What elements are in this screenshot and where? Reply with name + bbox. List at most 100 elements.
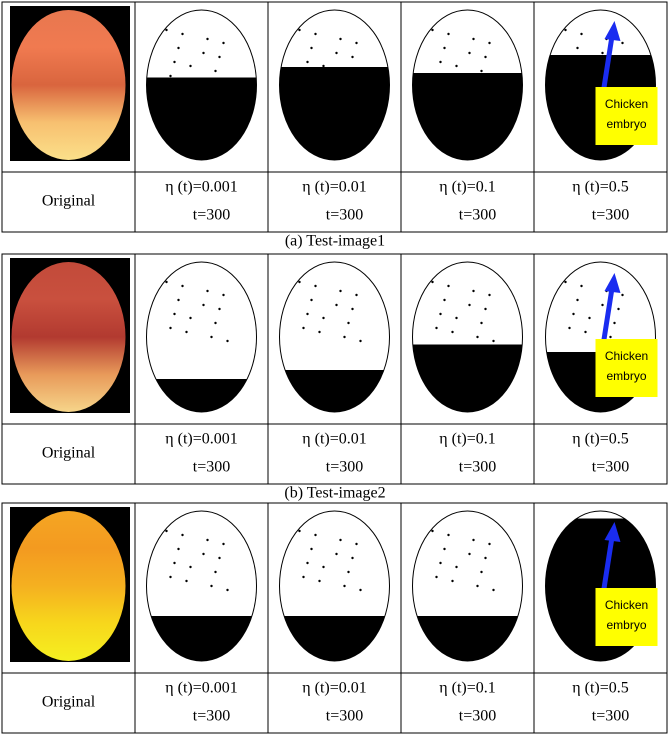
speckle	[617, 55, 620, 59]
speckle	[218, 556, 221, 560]
eta-label: η (t)=0.001	[165, 179, 238, 196]
t-label: t=300	[592, 708, 629, 725]
speckle	[351, 307, 354, 311]
speckle	[443, 547, 446, 551]
speckle	[181, 284, 184, 288]
segmented-image	[146, 511, 257, 661]
black-region	[412, 73, 523, 160]
speckle	[431, 529, 434, 533]
speckle	[202, 303, 205, 307]
speckle	[613, 321, 616, 325]
speckle	[359, 339, 362, 343]
speckle	[165, 280, 168, 284]
speckle	[447, 284, 450, 288]
speckle	[185, 78, 188, 82]
speckle	[314, 533, 317, 537]
speckle	[580, 32, 583, 36]
t-label: t=300	[193, 207, 230, 224]
speckle	[347, 321, 350, 325]
t-label: t=300	[193, 459, 230, 476]
speckle	[435, 74, 438, 78]
speckle	[621, 542, 624, 546]
speckle	[439, 561, 442, 565]
speckle	[472, 37, 475, 41]
speckle	[302, 575, 305, 579]
egg-outline	[146, 9, 257, 161]
eta-label: η (t)=0.1	[439, 680, 496, 697]
annotation-box	[595, 87, 658, 145]
speckle	[447, 32, 450, 36]
speckle	[335, 303, 338, 307]
speckle	[443, 298, 446, 302]
annotation-text: embryo	[606, 117, 646, 131]
speckle	[222, 293, 225, 297]
speckle	[617, 307, 620, 311]
caption: (a) Test-image1	[285, 233, 385, 250]
speckle	[343, 335, 346, 339]
egg-outline	[279, 510, 390, 662]
speckle	[568, 74, 571, 78]
column-label: Original	[42, 193, 96, 210]
speckle	[476, 83, 479, 87]
eta-label: η (t)=0.5	[572, 179, 629, 196]
speckle	[588, 64, 591, 68]
speckle	[335, 51, 338, 55]
speckle	[480, 570, 483, 574]
speckle	[318, 579, 321, 583]
speckle	[322, 64, 325, 68]
speckle	[468, 552, 471, 556]
speckle	[210, 335, 213, 339]
speckle	[206, 37, 209, 41]
arrow	[600, 284, 615, 350]
speckle	[588, 316, 591, 320]
speckle	[455, 64, 458, 68]
speckle	[226, 588, 229, 592]
speckle	[218, 307, 221, 311]
speckle	[580, 533, 583, 537]
speckle	[169, 575, 172, 579]
column-label: Original	[42, 694, 96, 711]
speckle	[488, 41, 491, 45]
black-region	[279, 67, 390, 160]
speckle	[355, 542, 358, 546]
speckle	[617, 556, 620, 560]
speckle	[169, 326, 172, 330]
speckle	[185, 330, 188, 334]
speckle	[472, 538, 475, 542]
black-region	[279, 370, 390, 412]
speckle	[214, 69, 217, 73]
speckle	[306, 60, 309, 64]
speckle	[443, 46, 446, 50]
speckle	[609, 335, 612, 339]
speckle	[339, 538, 342, 542]
t-label: t=300	[592, 207, 629, 224]
speckle	[306, 561, 309, 565]
egg-outline	[545, 261, 656, 413]
speckle	[210, 83, 213, 87]
table-border	[1, 253, 668, 485]
panel: Original η (t)=0.001 t=300 η (t)=0.01 t=300 η…	[1, 253, 668, 502]
speckle	[322, 316, 325, 320]
speckle	[226, 87, 229, 91]
t-label: t=300	[326, 708, 363, 725]
speckle	[206, 538, 209, 542]
segmented-image	[412, 262, 523, 412]
egg-outline	[545, 9, 656, 161]
speckle	[576, 547, 579, 551]
speckle	[210, 584, 213, 588]
eta-label: η (t)=0.5	[572, 680, 629, 697]
speckle	[298, 28, 301, 32]
speckle	[431, 280, 434, 284]
speckle	[476, 335, 479, 339]
speckle	[447, 533, 450, 537]
speckle	[347, 570, 350, 574]
t-label: t=300	[193, 708, 230, 725]
speckle	[189, 565, 192, 569]
egg-outline	[412, 510, 523, 662]
speckle	[472, 289, 475, 293]
black-region	[146, 77, 257, 160]
t-label: t=300	[592, 459, 629, 476]
speckle	[322, 565, 325, 569]
speckle	[488, 542, 491, 546]
